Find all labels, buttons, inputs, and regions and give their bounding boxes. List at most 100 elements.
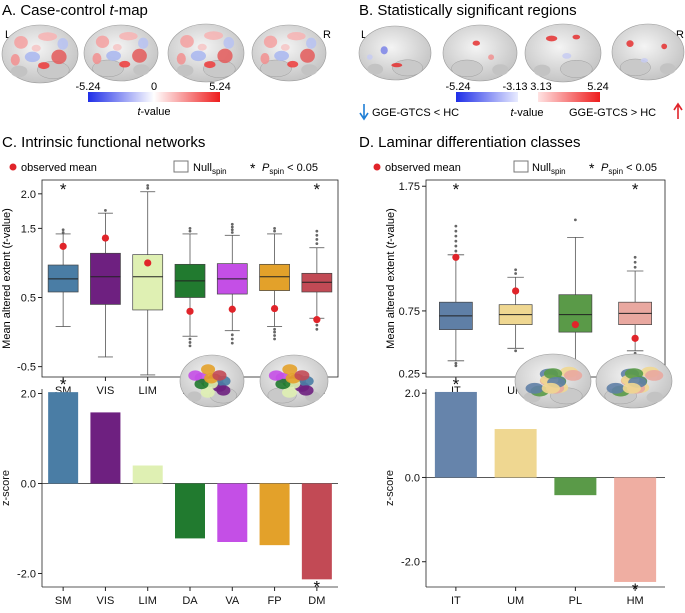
bar	[494, 429, 537, 478]
tmap-patch-5	[260, 53, 270, 65]
outlier-point	[273, 330, 276, 334]
b-right-text: GGE-GTCS > HC	[569, 107, 656, 119]
bar	[90, 412, 121, 484]
colorbar-b-pos-min: 3.13	[530, 81, 551, 93]
tmap-patch-1	[119, 32, 138, 41]
outlier-point	[230, 222, 234, 226]
brain-laminar-icon	[514, 353, 592, 409]
bar	[132, 465, 163, 484]
outlier-point	[514, 272, 518, 275]
brain-significant-icon	[611, 23, 685, 81]
tmap-patch-6	[223, 37, 235, 49]
brain-temporal-lobe	[560, 59, 593, 78]
legend-d-observed: observed mean	[385, 162, 461, 174]
brain-surface-icon	[251, 24, 327, 82]
outlier-point	[273, 337, 276, 341]
panel-b-title: B. Statistically significant regions	[359, 2, 577, 19]
y-tick-label: 0.0	[405, 472, 420, 484]
outlier-point	[454, 361, 458, 365]
bar	[48, 392, 79, 484]
brain-cerebellum	[176, 64, 194, 77]
observed-mean-point	[270, 304, 279, 313]
network-patch-13	[294, 370, 310, 381]
y-axis-label-part: Mean altered extent (	[385, 245, 397, 349]
y-axis-label-part: t	[385, 241, 397, 245]
outlier-point	[315, 242, 319, 245]
brain-cerebellum	[492, 64, 509, 76]
outlier-point	[230, 333, 234, 337]
tmap-patch-2	[217, 48, 233, 64]
brain-cerebellum	[367, 63, 384, 75]
sig-region-2	[562, 53, 572, 59]
observed-mean-point	[186, 307, 194, 315]
tmap-patch-4	[119, 60, 131, 68]
tmap-patch-7	[31, 44, 41, 52]
brain-temporal-lobe	[620, 58, 651, 77]
panel-a-title: A. Case-control t-map	[2, 2, 148, 19]
tmap-patch-4	[287, 60, 299, 68]
colorbar-b-neg-max: -3.13	[502, 81, 527, 93]
x-tick-label: HM	[627, 595, 644, 607]
network-patch-5	[282, 364, 298, 375]
y-axis-label: z-score	[0, 470, 12, 506]
laminar-patch-8	[525, 382, 544, 394]
outlier-point	[633, 255, 637, 259]
x-tick-label: UM	[507, 595, 524, 607]
tmap-patch-3	[274, 50, 289, 61]
outlier-point	[230, 337, 234, 341]
brain-network-icon	[259, 354, 329, 408]
y-tick-label: 2.0	[405, 388, 420, 400]
outlier-point	[315, 323, 319, 327]
arrow-down-icon	[359, 104, 369, 121]
brain-temporal-lobe	[92, 59, 124, 78]
tmap-patch-5	[92, 53, 102, 65]
y-tick-label: 0.0	[21, 479, 36, 491]
outlier-point	[188, 337, 192, 341]
colorbar-b-neg-min: -5.24	[445, 81, 470, 93]
brain-temporal-lobe	[392, 59, 423, 77]
y-axis-label-part: -value)	[385, 208, 397, 242]
brain-cerebellum	[10, 65, 28, 78]
observed-mean-point	[452, 253, 460, 261]
significance-star: *	[60, 180, 67, 199]
outlier-point	[633, 265, 637, 269]
legend-c-observed: observed mean	[21, 162, 97, 174]
x-tick-label: FP	[268, 595, 282, 607]
laminar-patch-13	[622, 382, 641, 394]
sig-region-2	[640, 58, 649, 63]
outlier-point	[454, 244, 458, 248]
legend-d-null-swatch	[513, 160, 529, 173]
tmap-patch-4	[38, 62, 50, 70]
significance-star: *	[453, 375, 460, 394]
outlier-point	[188, 229, 192, 233]
tmap-patch-2	[132, 48, 147, 63]
network-patch-2	[282, 387, 297, 398]
panel-d-title: D. Laminar differentiation classes	[359, 134, 581, 151]
tmap-patch-1	[38, 32, 58, 41]
brain-surface-icon	[1, 24, 79, 84]
y-tick-label: 2.0	[21, 389, 36, 401]
significance-star: *	[632, 180, 639, 199]
y-tick-label: 1.75	[399, 181, 420, 193]
y-tick-label: -2.0	[401, 557, 420, 569]
outlier-point	[230, 231, 234, 234]
bar	[301, 483, 332, 580]
outlier-point	[514, 268, 518, 272]
laminar-patch-11	[564, 369, 583, 381]
brain-cerebellum	[659, 63, 676, 75]
laminar-patch-10	[624, 368, 644, 380]
network-patch-10	[194, 378, 209, 390]
colorbar-a	[88, 92, 220, 102]
bar	[217, 483, 248, 542]
outlier-point	[230, 341, 234, 345]
laminar-patch-10	[543, 368, 563, 380]
observed-mean-point	[571, 321, 579, 329]
tmap-patch-6	[306, 37, 317, 49]
tmap-patch-6	[57, 38, 69, 50]
tmap-patch-0	[263, 35, 278, 48]
x-tick-label: DA	[182, 595, 198, 607]
brain-laminar-icon	[595, 353, 673, 409]
bar	[175, 483, 205, 539]
